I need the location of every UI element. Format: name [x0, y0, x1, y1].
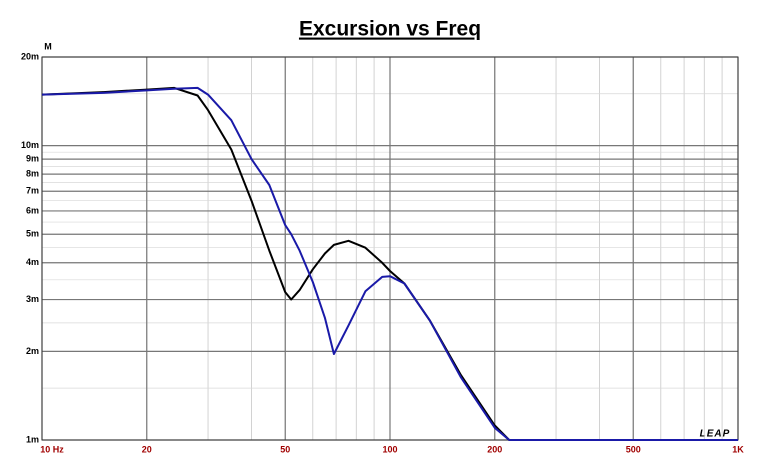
- grid: [41, 56, 739, 441]
- y-tick-label: 8m: [26, 169, 39, 179]
- y-tick-label: 10m: [21, 140, 39, 150]
- y-tick-label: 2m: [26, 346, 39, 356]
- x-tick-label: 100: [382, 444, 397, 454]
- y-axis-label: M: [44, 41, 52, 51]
- x-tick-label: 20: [142, 444, 152, 454]
- y-tick-label: 4m: [26, 257, 39, 267]
- y-tick-label: 5m: [26, 229, 39, 239]
- watermark: LEAP: [700, 429, 731, 440]
- chart-title: Excursion vs Freq: [299, 18, 481, 41]
- y-tick-label: 20m: [21, 51, 39, 61]
- x-tick-label: 10 Hz: [40, 444, 64, 454]
- x-tick-label: 1K: [732, 444, 744, 454]
- y-tick-label: 7m: [26, 186, 39, 196]
- y-tick-label: 6m: [26, 205, 39, 215]
- series-line: [41, 86, 738, 441]
- y-tick-label: 1m: [26, 434, 39, 444]
- y-tick-label: 9m: [26, 153, 39, 163]
- series-line: [41, 86, 738, 441]
- y-tick-label: 3m: [26, 294, 39, 304]
- plot-frame: [41, 56, 739, 441]
- x-tick-label: 50: [280, 444, 290, 454]
- x-tick-label: 500: [626, 444, 641, 454]
- x-tick-label: 200: [487, 444, 502, 454]
